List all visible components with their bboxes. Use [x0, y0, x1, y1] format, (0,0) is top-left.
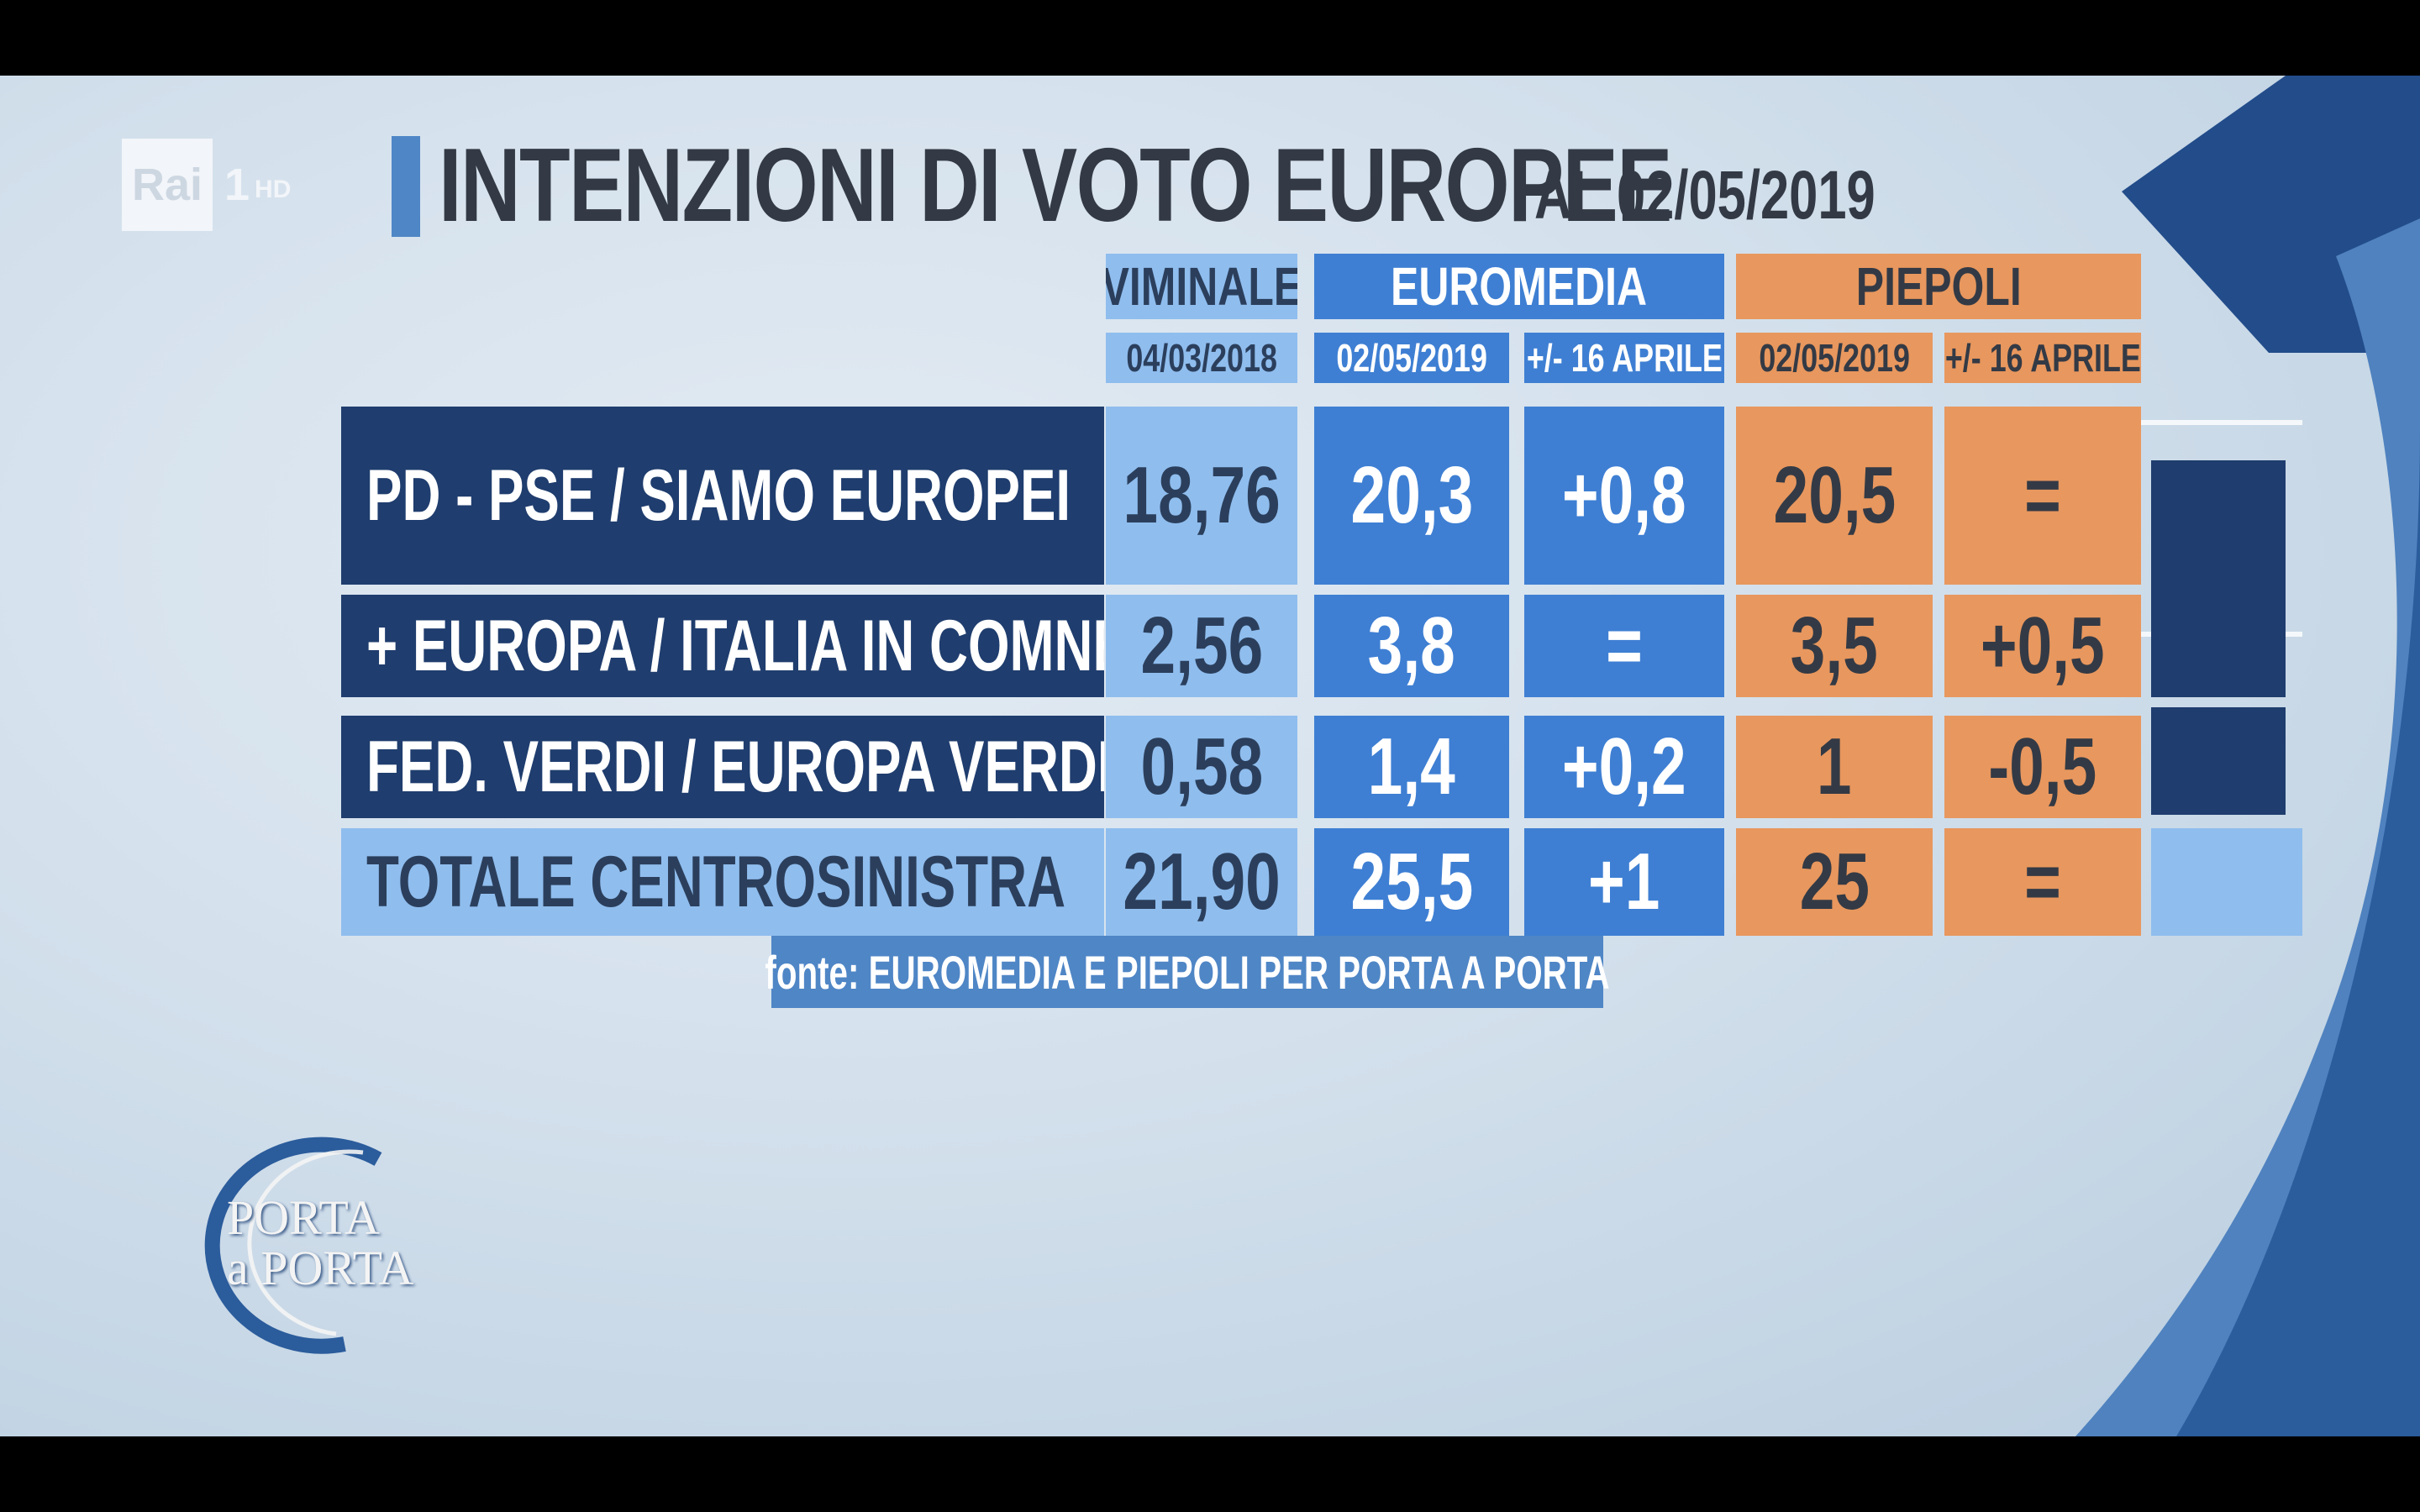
- channel-quality: HD: [255, 176, 292, 203]
- background-decoration: [2075, 76, 2420, 1436]
- table-cell-euromedia: 25,5: [1314, 828, 1509, 936]
- table-cell-piepoli: 1: [1736, 716, 1933, 818]
- table-cell-piepoli: 3,5: [1736, 595, 1933, 697]
- header-viminale: VIMINALE: [1106, 254, 1297, 319]
- table-cell-piepoli-delta: +0,5: [1944, 595, 2141, 697]
- source-note: fonte: EUROMEDIA E PIEPOLI PER PORTA A P…: [765, 936, 1610, 1008]
- table-cell-piepoli-delta: =: [1944, 828, 2141, 936]
- table-cell-viminale: 21,90: [1106, 828, 1297, 936]
- table-cell-viminale: 2,56: [1106, 595, 1297, 697]
- table-cell-viminale: 18,76: [1106, 407, 1297, 585]
- table-cell-euromedia-delta: =: [1524, 595, 1724, 697]
- table-row-label: + EUROPA / ITALIA IN COMNE / PDE: [341, 595, 1104, 697]
- table-cell-piepoli: 25: [1736, 828, 1933, 936]
- show-logo-ring: [204, 1137, 382, 1354]
- header-piepoli-delta: +/- 16 APRILE: [1944, 333, 2141, 383]
- table-cell-euromedia: 3,8: [1314, 595, 1509, 697]
- header-euromedia-delta: +/- 16 APRILE: [1524, 333, 1724, 383]
- table-row-label: PD - PSE / SIAMO EUROPEI: [341, 407, 1104, 585]
- table-row-label-total: TOTALE CENTROSINISTRA: [341, 828, 1104, 936]
- show-logo-line1: PORTA: [227, 1190, 381, 1245]
- table-cell-piepoli-delta: =: [1944, 407, 2141, 585]
- table-cell-viminale: 0,58: [1106, 716, 1297, 818]
- table-cell-piepoli-delta: -0,5: [1944, 716, 2141, 818]
- header-piepoli-date: 02/05/2019: [1736, 333, 1933, 383]
- table-cell-euromedia-delta: +0,2: [1524, 716, 1724, 818]
- table-cell-euromedia-delta: +0,8: [1524, 407, 1724, 585]
- header-euromedia: EUROMEDIA: [1314, 254, 1724, 319]
- show-logo-line2: a PORTA: [227, 1241, 414, 1295]
- title-accent-bar: [392, 136, 420, 237]
- header-piepoli: PIEPOLI: [1736, 254, 2141, 319]
- header-euromedia-date: 02/05/2019: [1314, 333, 1509, 383]
- table-cell-euromedia-delta: +1: [1524, 828, 1724, 936]
- channel-logo: Rai 1 HD: [122, 139, 291, 231]
- table-cell-euromedia: 1,4: [1314, 716, 1509, 818]
- title-date: AL 02/05/2019: [1534, 157, 1876, 234]
- title-row: INTENZIONI DI VOTO EUROPEE: [392, 123, 1980, 249]
- table-cell-euromedia: 20,3: [1314, 407, 1509, 585]
- channel-number: 1: [224, 160, 250, 210]
- show-logo-text: PORTA a PORTA: [227, 1193, 413, 1294]
- table-row-label: FED. VERDI / EUROPA VERDE: [341, 716, 1104, 818]
- broadcast-screen: Rai 1 HD INTENZIONI DI VOTO EUROPEE AL 0…: [0, 76, 2420, 1436]
- rai-logo: Rai: [122, 139, 213, 231]
- table-cell-piepoli: 20,5: [1736, 407, 1933, 585]
- page-title: INTENZIONI DI VOTO EUROPEE: [439, 128, 1672, 244]
- header-viminale-date: 04/03/2018: [1106, 333, 1297, 383]
